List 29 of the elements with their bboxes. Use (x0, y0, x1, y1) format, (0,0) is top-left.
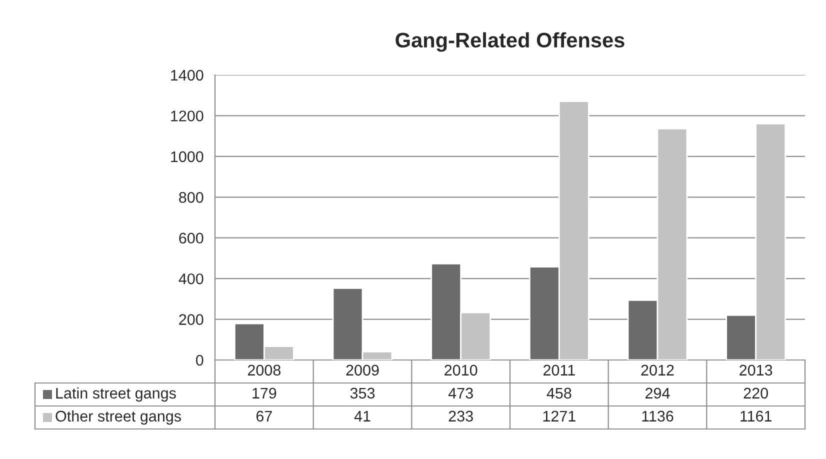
data-label: 1271 (543, 410, 576, 422)
data-label: 294 (646, 388, 670, 399)
y-tick-label: 400 (178, 273, 204, 284)
data-label: 458 (546, 388, 572, 399)
data-label: 1136 (642, 410, 674, 422)
y-tick-label: 800 (179, 192, 204, 203)
data-label: 233 (448, 410, 473, 422)
legend-label: Other street gangs (56, 410, 181, 425)
data-label: 179 (252, 388, 276, 399)
x-tick-label: 2011 (544, 364, 575, 376)
y-tick-label: 1200 (171, 110, 204, 122)
y-tick-label: 0 (196, 354, 204, 366)
data-label: 353 (350, 388, 375, 399)
y-tick-label: 1000 (171, 151, 204, 162)
data-label: 473 (448, 388, 473, 399)
x-tick-label: 2012 (641, 364, 674, 376)
y-tick-label: 1400 (171, 70, 204, 81)
data-label: 1161 (740, 410, 772, 422)
y-tick-label: 600 (179, 232, 204, 244)
data-label: 41 (354, 410, 370, 422)
x-tick-label: 2009 (346, 364, 379, 376)
y-tick-label: 200 (179, 314, 204, 325)
x-tick-label: 2010 (444, 364, 478, 376)
x-tick-label: 2008 (248, 364, 280, 376)
chart-title: Gang-Related Offenses (396, 32, 624, 52)
x-tick-label: 2013 (740, 364, 772, 376)
data-label: 220 (744, 388, 768, 399)
data-label: 67 (256, 410, 272, 422)
legend-label: Latin street gangs (56, 387, 176, 402)
